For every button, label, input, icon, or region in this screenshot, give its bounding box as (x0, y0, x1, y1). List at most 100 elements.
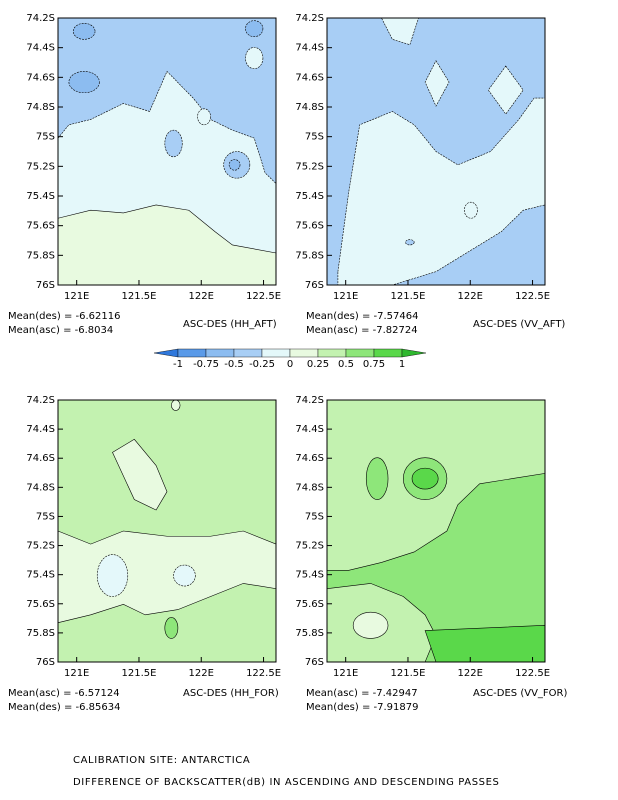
mean-annotation: Mean(asc) = -7.82724 (306, 325, 418, 336)
x-tick-label: 121.5E (121, 668, 156, 679)
colorbar-segment (373, 348, 403, 358)
x-tick-label: 121E (333, 668, 358, 679)
plot-frame (57, 399, 277, 663)
x-tick-label: 121.5E (390, 668, 425, 679)
mean-annotation: Mean(asc) = -6.8034 (8, 325, 113, 336)
colorbar-segment (177, 348, 207, 358)
contour-region (164, 129, 183, 158)
y-tick-label: 75.2S (295, 541, 324, 552)
x-tick-label: 122.5E (515, 668, 550, 679)
y-tick-label: 75.6S (26, 221, 55, 232)
contour-region (228, 159, 241, 171)
y-tick-label: 74.8S (26, 482, 55, 493)
contour-region (424, 625, 546, 663)
colorbar-segment (205, 348, 235, 358)
contour-region (464, 201, 478, 219)
x-tick-label: 122E (189, 668, 214, 679)
contour-region (72, 23, 96, 40)
y-tick-label: 75.8S (295, 628, 324, 639)
contour-region (197, 108, 211, 126)
contour-region (57, 530, 277, 624)
y-tick-label: 74.8S (26, 102, 55, 113)
contour-region (245, 47, 264, 70)
y-tick-label: 76S (36, 657, 55, 668)
mean-annotation: Mean(des) = -6.85634 (8, 702, 120, 713)
y-tick-label: 74.6S (26, 453, 55, 464)
x-tick-label: 122E (189, 291, 214, 302)
colorbar-segment (345, 348, 375, 358)
x-tick-label: 122E (458, 291, 483, 302)
colorbar-label: -1 (173, 359, 183, 370)
contour-region (96, 554, 129, 597)
y-tick-label: 75.6S (295, 221, 324, 232)
y-tick-label: 76S (305, 280, 324, 291)
contour-region (57, 17, 277, 185)
colorbar-label: -0.75 (193, 359, 219, 370)
colorbar-label: -0.25 (249, 359, 275, 370)
x-tick-label: 122.5E (246, 668, 281, 679)
contour-region (171, 399, 181, 411)
y-tick-label: 76S (305, 657, 324, 668)
y-tick-label: 75.8S (295, 250, 324, 261)
contour-region (112, 438, 168, 511)
plot-frame (57, 17, 277, 286)
x-tick-label: 121.5E (121, 291, 156, 302)
x-tick-label: 121E (64, 668, 89, 679)
x-tick-label: 122E (458, 668, 483, 679)
colorbar-label: 0.75 (363, 359, 385, 370)
x-tick-label: 121E (333, 291, 358, 302)
y-tick-label: 74.2S (26, 395, 55, 406)
y-tick-label: 74.2S (295, 395, 324, 406)
contour-region (337, 97, 546, 286)
colorbar-label: 0.5 (338, 359, 354, 370)
y-tick-label: 75.2S (26, 161, 55, 172)
x-tick-label: 121E (64, 291, 89, 302)
contour-region (487, 65, 524, 115)
contour-region (164, 617, 179, 639)
y-tick-label: 74.6S (26, 72, 55, 83)
y-tick-label: 74.4S (26, 424, 55, 435)
mean-annotation: Mean(asc) = -6.57124 (8, 688, 120, 699)
y-tick-label: 74.8S (295, 482, 324, 493)
panel-title: ASC-DES (VV_FOR) (473, 688, 567, 699)
y-tick-label: 75.6S (26, 599, 55, 610)
y-tick-label: 75S (305, 511, 324, 522)
y-tick-label: 75.4S (295, 570, 324, 581)
colorbar-segment (401, 348, 427, 358)
y-tick-label: 75.2S (295, 161, 324, 172)
panel-title: ASC-DES (HH_FOR) (183, 688, 279, 699)
y-tick-label: 74.6S (295, 72, 324, 83)
plot-frame (326, 399, 546, 663)
y-tick-label: 74.2S (26, 13, 55, 24)
contour-region (173, 564, 196, 587)
y-tick-label: 74.4S (295, 43, 324, 54)
contour-region (365, 457, 389, 500)
x-tick-label: 121.5E (390, 291, 425, 302)
y-tick-label: 74.4S (295, 424, 324, 435)
contour-region (352, 611, 389, 639)
y-tick-label: 75.8S (26, 628, 55, 639)
y-tick-label: 76S (36, 280, 55, 291)
mean-annotation: Mean(des) = -6.62116 (8, 311, 120, 322)
y-tick-label: 75.2S (26, 541, 55, 552)
y-tick-label: 75.8S (26, 250, 55, 261)
plot-frame (326, 17, 546, 286)
colorbar-label: -0.5 (224, 359, 244, 370)
colorbar-segment (261, 348, 291, 358)
y-tick-label: 75S (36, 511, 55, 522)
y-tick-label: 75.4S (295, 191, 324, 202)
colorbar-segment (289, 348, 319, 358)
contour-region (424, 60, 450, 107)
panel-title: ASC-DES (VV_AFT) (473, 319, 565, 330)
x-tick-label: 122.5E (515, 291, 550, 302)
colorbar-segment (233, 348, 263, 358)
contour-region (405, 239, 415, 246)
colorbar-label: 1 (399, 359, 405, 370)
footer-text: DIFFERENCE OF BACKSCATTER(dB) IN ASCENDI… (73, 777, 500, 788)
colorbar-segment (153, 348, 179, 358)
y-tick-label: 75.6S (295, 599, 324, 610)
colorbar-segment (317, 348, 347, 358)
contour-region (68, 71, 100, 94)
x-tick-label: 122.5E (246, 291, 281, 302)
